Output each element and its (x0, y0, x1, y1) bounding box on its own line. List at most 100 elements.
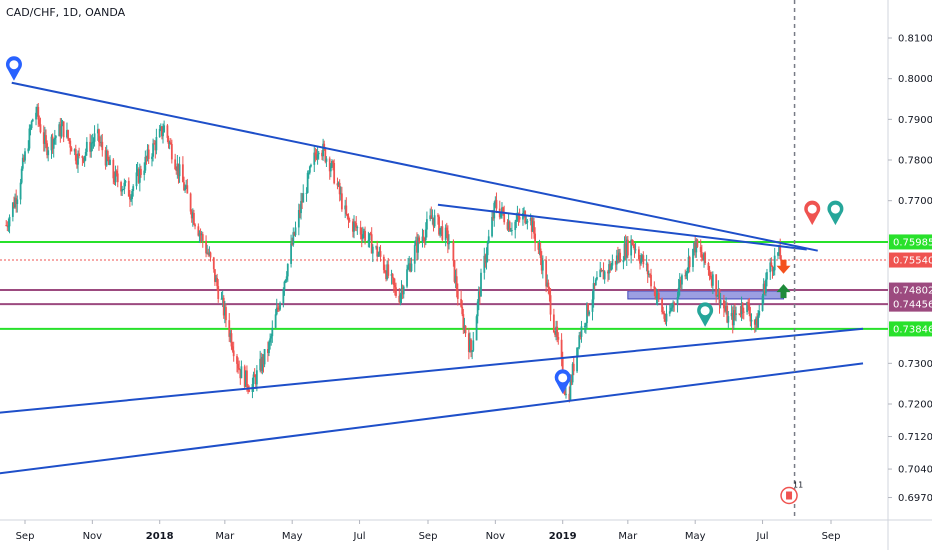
arrow-down-icon (776, 259, 791, 274)
candle-body (259, 358, 262, 371)
candle-body (263, 348, 266, 365)
candle-body (591, 299, 594, 312)
candle-body (452, 241, 455, 260)
candle-body (325, 158, 328, 162)
candle-body (623, 243, 626, 260)
candle-body (514, 221, 517, 231)
candle-body (430, 215, 433, 219)
candle-body (432, 217, 435, 227)
candle-body (448, 242, 450, 245)
candle-body (596, 277, 598, 280)
candle-body (485, 255, 488, 264)
candle-body (92, 141, 95, 143)
candle-body (437, 215, 439, 217)
candle-body (654, 288, 657, 299)
candle-body (565, 393, 567, 395)
candle-body (385, 272, 387, 279)
candle-body (314, 152, 317, 156)
candle-body (462, 314, 465, 330)
candle-body (217, 286, 220, 299)
candle-body (154, 143, 157, 151)
x-tick-label: Jul (353, 531, 366, 542)
candle-body (99, 142, 101, 144)
candle-body (444, 227, 447, 240)
candle-body (554, 332, 556, 335)
candle-body (190, 211, 193, 219)
candle-body (153, 143, 156, 145)
candle-body (661, 298, 663, 312)
candle-body (402, 286, 405, 295)
candle-body (633, 245, 636, 250)
candle-body (556, 326, 559, 338)
candle-body (626, 239, 629, 256)
candle-body (470, 339, 472, 352)
x-tick-label: 2019 (549, 531, 577, 542)
candle-body (440, 226, 443, 229)
trendline-3[interactable] (0, 362, 864, 475)
candle-body (685, 272, 688, 277)
candle-body (515, 219, 518, 222)
candle-body (197, 226, 200, 236)
candle-body (230, 333, 233, 347)
x-tick-label: Sep (822, 531, 841, 542)
candle-body (28, 128, 31, 149)
event-flag-mark (786, 491, 793, 500)
candle-body (425, 219, 428, 230)
candle-body (323, 143, 326, 149)
candle-body (108, 159, 110, 165)
candle-body (588, 311, 591, 315)
candle-body (61, 121, 64, 126)
candle-body (539, 248, 542, 258)
candle-body (471, 350, 474, 352)
level-label-bg-4 (889, 321, 932, 337)
candle-body (269, 338, 272, 343)
candle-body (446, 230, 449, 245)
candle-body (455, 276, 458, 291)
candle-body (747, 302, 750, 305)
candle-body (67, 130, 69, 139)
candle-body (359, 227, 362, 235)
candle-body (122, 189, 125, 191)
candle-body (352, 221, 354, 232)
candle-body (456, 290, 459, 299)
candle-body (734, 310, 736, 315)
candle-body (695, 239, 698, 253)
candle-body (346, 213, 349, 217)
candle-body (664, 318, 667, 322)
candle-body (779, 246, 782, 260)
candle-body (6, 225, 9, 227)
candle-body (749, 313, 752, 322)
candle-body (177, 163, 180, 177)
candle-body (207, 252, 210, 255)
trendline-1[interactable] (437, 203, 807, 251)
candle-body (700, 252, 703, 258)
candle-body (508, 221, 511, 231)
trendline-0[interactable] (11, 81, 818, 252)
candle-body (83, 155, 86, 162)
candle-body (84, 151, 87, 156)
candle-body (19, 182, 22, 200)
candle-body (778, 246, 781, 253)
trendline-2[interactable] (0, 327, 864, 414)
candle-body (650, 274, 652, 287)
candle-body (347, 216, 350, 221)
candle-body (290, 243, 292, 264)
candle-body (279, 302, 281, 310)
candle-body (399, 294, 402, 303)
candle-body (82, 157, 85, 162)
candle-body (104, 150, 107, 166)
candle-body (777, 252, 779, 256)
candle-body (146, 149, 149, 159)
candle-body (262, 356, 265, 365)
candle-body (461, 306, 464, 315)
candle-body (90, 143, 93, 152)
candle-body (112, 159, 115, 179)
candle-body (145, 156, 148, 159)
candle-body (753, 319, 756, 325)
candle-body (541, 260, 544, 271)
candle-body (261, 356, 264, 371)
candle-body (678, 280, 681, 288)
candle-body (275, 307, 278, 315)
